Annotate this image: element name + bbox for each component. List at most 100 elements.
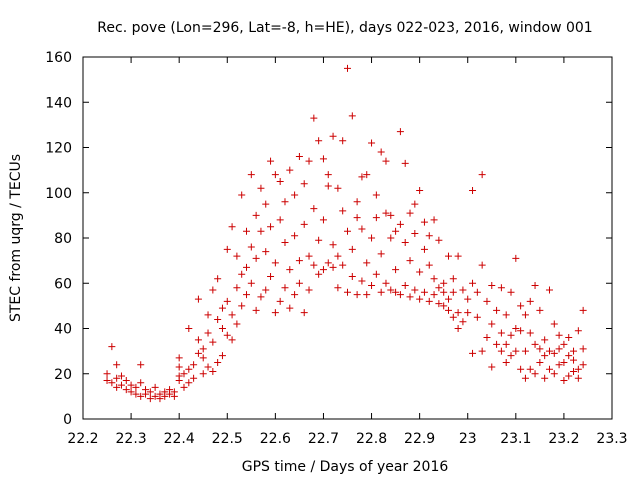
data-point [324, 259, 332, 267]
data-point [218, 304, 226, 312]
data-point [146, 395, 154, 403]
data-point [526, 365, 534, 373]
data-point [555, 361, 563, 369]
x-tick-label: 22.3 [116, 431, 147, 447]
data-point [363, 171, 371, 179]
data-point [214, 358, 222, 366]
data-point [382, 279, 390, 287]
data-point [449, 288, 457, 296]
data-point [209, 286, 217, 294]
data-point [579, 345, 587, 353]
data-point [238, 270, 246, 278]
data-point [406, 293, 414, 301]
data-point [161, 392, 169, 400]
data-point [440, 279, 448, 287]
data-point [180, 383, 188, 391]
data-point [507, 288, 515, 296]
data-point [329, 241, 337, 249]
data-point [565, 334, 573, 342]
data-point [344, 227, 351, 235]
data-point [377, 288, 385, 296]
data-point [545, 286, 553, 294]
data-point [493, 340, 501, 348]
data-point [252, 254, 260, 262]
x-tick-label: 22.8 [356, 431, 387, 447]
data-point [262, 248, 270, 256]
data-point [228, 223, 236, 231]
data-point [271, 309, 279, 317]
data-point [425, 261, 433, 269]
data-point [440, 302, 448, 310]
data-point [137, 392, 145, 400]
data-point [372, 214, 380, 222]
data-point [560, 340, 568, 348]
data-point [526, 297, 534, 305]
data-point [560, 358, 568, 366]
data-point [214, 275, 222, 283]
data-point [117, 381, 125, 389]
data-point [454, 325, 462, 332]
data-point [502, 340, 510, 348]
x-axis: 22.2 22.3 22.4 22.5 22.6 22.7 22.8 22.9 23 23.1 23… [67, 57, 628, 447]
data-point [502, 311, 510, 319]
data-point [387, 234, 395, 242]
data-point [223, 297, 231, 305]
y-tick-label: 160 [45, 50, 72, 66]
data-point [103, 370, 111, 378]
data-point [517, 327, 525, 335]
data-point [550, 320, 558, 328]
data-point [286, 166, 294, 174]
data-point [483, 297, 491, 305]
data-point [416, 186, 424, 194]
data-point [339, 207, 347, 215]
data-point [358, 277, 366, 285]
data-point [175, 372, 183, 380]
data-point [146, 388, 154, 396]
data-point [372, 191, 380, 199]
data-point [108, 343, 116, 351]
data-point [464, 295, 472, 303]
data-point [512, 254, 520, 262]
data-point [305, 286, 313, 294]
data-point [137, 379, 145, 387]
data-point [435, 300, 443, 308]
chart-title: Rec. pove (Lon=296, Lat=-8, h=HE), days … [97, 20, 592, 36]
data-point [353, 198, 361, 206]
data-point [555, 345, 563, 353]
data-point [507, 331, 515, 339]
data-point [425, 232, 433, 240]
data-point [507, 352, 515, 360]
data-point [238, 302, 246, 310]
data-point [531, 370, 539, 378]
data-point [267, 223, 275, 231]
y-tick-label: 40 [54, 322, 72, 338]
data-point [353, 291, 361, 299]
data-point [286, 304, 294, 312]
data-point [305, 252, 313, 260]
data-point [579, 361, 587, 369]
data-point [444, 306, 452, 314]
x-tick-label: 23.3 [596, 431, 627, 447]
data-point [377, 250, 385, 258]
data-point [344, 288, 351, 296]
x-tick-label: 23.1 [500, 431, 531, 447]
y-tick-label: 80 [54, 231, 72, 247]
data-point [214, 315, 222, 323]
data-point [574, 327, 582, 335]
data-point [339, 261, 347, 269]
data-point [132, 390, 140, 398]
data-point [478, 347, 486, 355]
data-point [218, 352, 226, 360]
data-point [175, 363, 183, 371]
data-point [199, 370, 207, 378]
x-tick-label: 22.5 [212, 431, 243, 447]
data-point [545, 365, 553, 373]
data-point [247, 279, 255, 287]
data-point [233, 252, 241, 260]
data-point [267, 272, 275, 280]
data-point [281, 239, 289, 247]
data-point [469, 349, 477, 357]
data-point [469, 186, 477, 194]
data-point [334, 284, 342, 292]
